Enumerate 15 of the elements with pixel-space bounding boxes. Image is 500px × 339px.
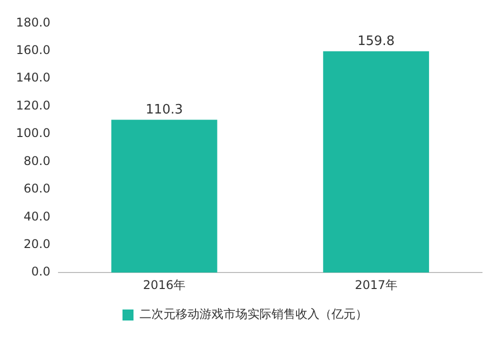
y-tick-label: 80.0	[24, 154, 50, 168]
y-tick-label: 0.0	[31, 264, 50, 279]
y-tick-label: 120.0	[16, 98, 50, 112]
y-tick-label: 60.0	[24, 182, 50, 196]
y-tick-label: 100.0	[16, 126, 50, 140]
y-tick-label: 160.0	[16, 43, 50, 58]
y-tick-label: 140.0	[16, 70, 50, 85]
y-tick-label: 20.0	[24, 237, 50, 252]
data-label: 110.3	[146, 102, 183, 118]
x-tick-label: 2016年	[142, 278, 186, 292]
y-tick-label: 180.0	[16, 15, 50, 30]
x-tick-label: 2017年	[354, 278, 398, 292]
legend-label: 二次元移动游戏市场实际销售收入（亿元）	[140, 307, 368, 322]
data-label: 159.8	[357, 34, 395, 50]
y-tick-label: 40.0	[24, 209, 50, 224]
